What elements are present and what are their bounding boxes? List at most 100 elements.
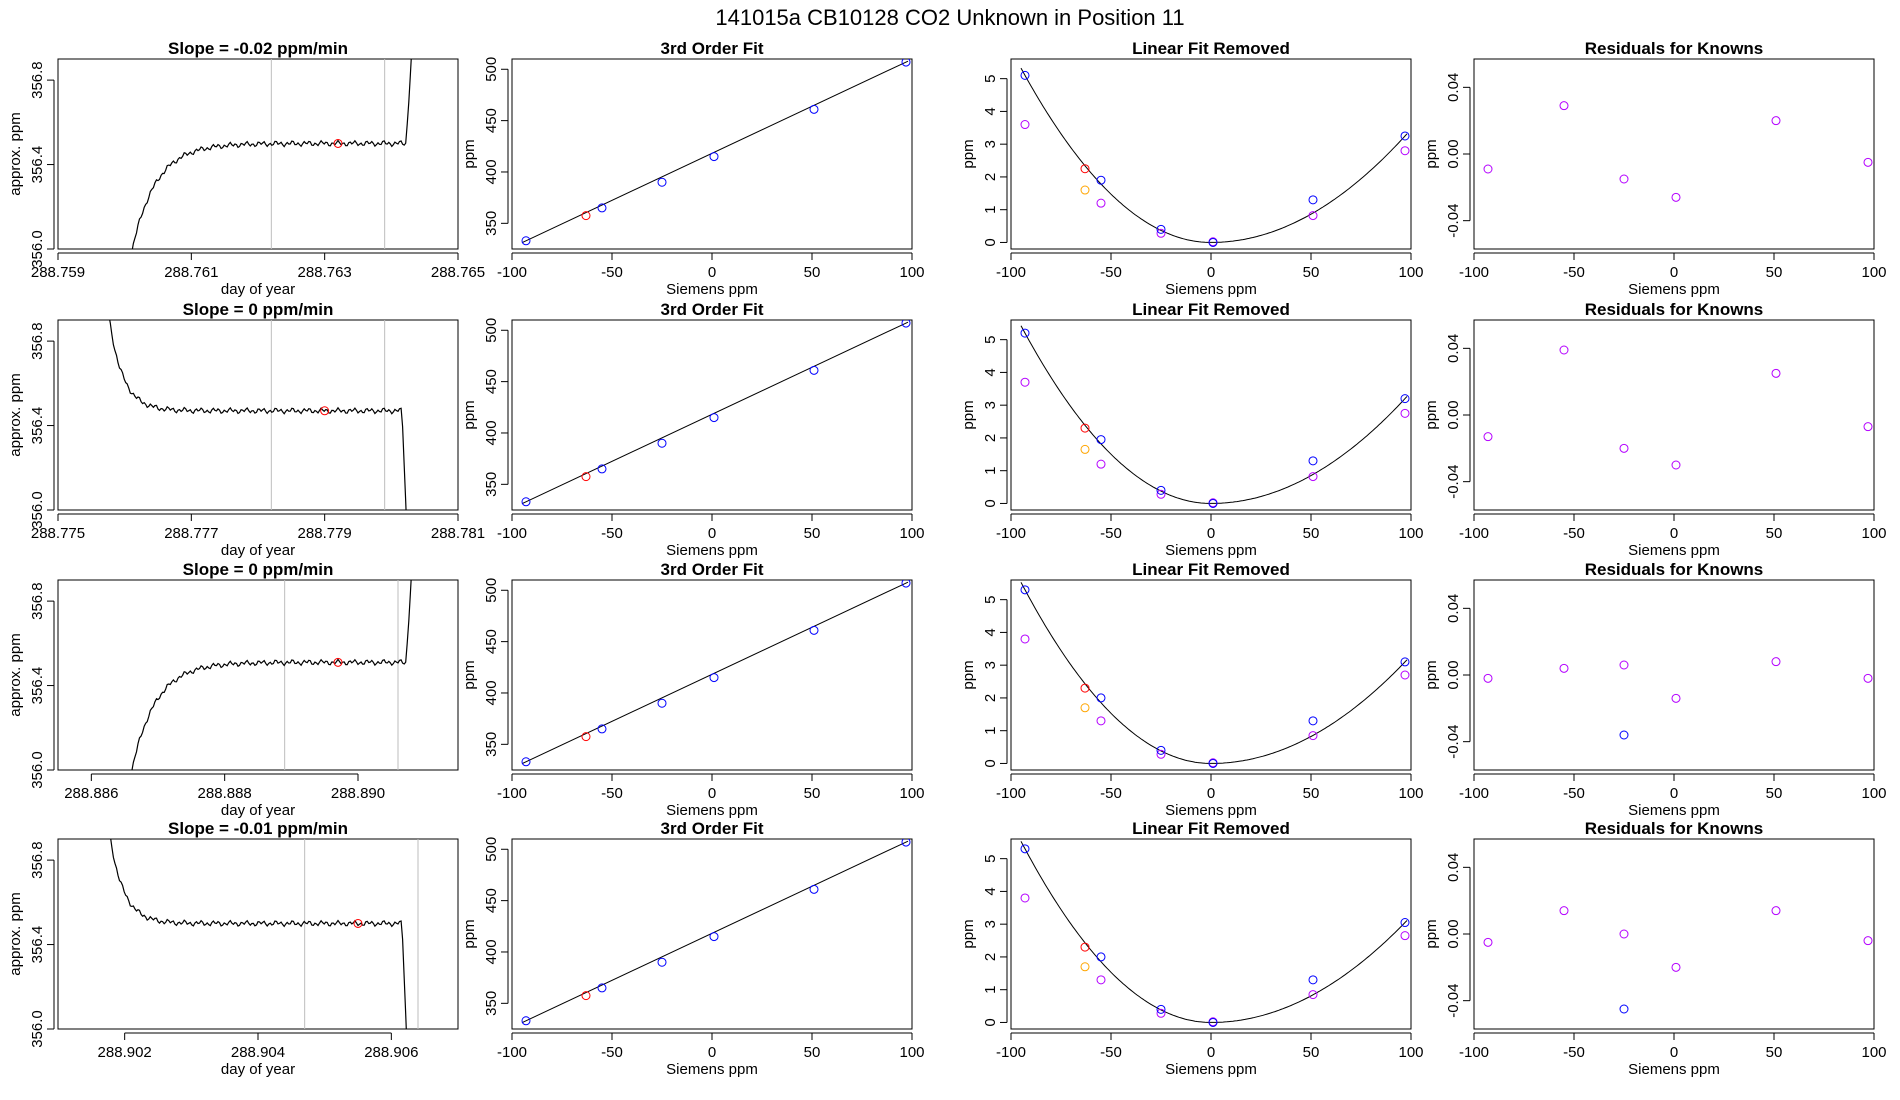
- fit-curve: [1020, 582, 1408, 764]
- alt-point: [1671, 192, 1681, 202]
- known-point: [1020, 70, 1030, 80]
- x-tick-label: 100: [1861, 264, 1886, 281]
- alt-point: [1671, 693, 1681, 703]
- known-point: [809, 365, 819, 375]
- y-tick-label: 5: [982, 595, 999, 603]
- panel-1-4: Residuals for Knowns -100 -50 0 50 100 Siemens…: [1423, 39, 1887, 298]
- known-point: [521, 757, 531, 767]
- panel-4-2: 3rd Order Fit -100 -50 0 50 100 Siemens ppm 350…: [461, 819, 925, 1078]
- alt-point: [1096, 459, 1106, 469]
- x-axis: -100 -50 0 50 100: [996, 252, 1424, 281]
- fit-curve: [1020, 325, 1408, 504]
- plot-area: [1020, 582, 1410, 768]
- x-axis: -100 -50 0 50 100: [1459, 773, 1887, 802]
- y-axis: -0.04 0.00 0.04: [1445, 594, 1471, 759]
- alt-point: [1771, 657, 1781, 667]
- y-tick-label: 0: [982, 1018, 999, 1026]
- x-tick-label: 50: [804, 785, 821, 802]
- panel-title: Slope = -0.02 ppm/min: [168, 39, 348, 58]
- alt-point: [1156, 749, 1166, 759]
- unknown-point: [1080, 942, 1090, 952]
- x-tick-label: 288.886: [64, 785, 118, 802]
- plot-area: [1483, 101, 1873, 202]
- y-tick-label: -0.04: [1445, 725, 1462, 759]
- plot-frame: [1010, 319, 1412, 511]
- panel-3-4: Residuals for Knowns -100 -50 0 50 100 Siemens…: [1423, 560, 1887, 819]
- known-point: [1308, 975, 1318, 985]
- x-tick-label: -50: [1563, 785, 1585, 802]
- y-axis-label: ppm: [461, 400, 478, 429]
- known-point: [1400, 657, 1410, 667]
- unknown-marker: [333, 138, 343, 148]
- known-point: [901, 839, 911, 847]
- y-tick-label: 500: [483, 837, 500, 862]
- y-tick-label: 500: [483, 578, 500, 603]
- alt-point: [1559, 663, 1569, 673]
- panel-title: Slope = 0 ppm/min: [183, 560, 334, 579]
- x-tick-label: -100: [1459, 264, 1489, 281]
- x-tick-label: 288.759: [31, 264, 85, 281]
- y-tick-label: 2: [982, 434, 999, 442]
- panel-title: 3rd Order Fit: [661, 39, 764, 58]
- x-tick-label: 50: [1303, 785, 1320, 802]
- y-axis: 356.0 356.4 356.8: [29, 841, 55, 1048]
- x-tick-label: -50: [1563, 525, 1585, 542]
- y-axis: -0.04 0.00 0.04: [1445, 334, 1471, 499]
- y-axis-label: ppm: [461, 139, 478, 168]
- alt-point: [1771, 116, 1781, 126]
- y-tick-label: 400: [483, 420, 500, 445]
- y-tick-label: 1: [982, 467, 999, 475]
- x-tick-label: -50: [601, 264, 623, 281]
- orange-point: [1080, 444, 1090, 454]
- plot-frame: [1473, 838, 1875, 1030]
- known-point: [709, 932, 719, 942]
- known-point: [1156, 745, 1166, 755]
- orange-point: [1080, 185, 1090, 195]
- x-tick-label: -50: [1100, 264, 1122, 281]
- y-tick-label: 1: [982, 727, 999, 735]
- panel-title: 3rd Order Fit: [661, 560, 764, 579]
- y-tick-label: 0.04: [1445, 594, 1462, 623]
- y-tick-label: 350: [483, 991, 500, 1016]
- y-tick-label: 500: [483, 57, 500, 82]
- x-tick-label: 50: [1766, 264, 1783, 281]
- x-tick-label: 100: [1398, 264, 1423, 281]
- x-axis: -100 -50 0 50 100: [996, 513, 1424, 542]
- known-point: [1208, 498, 1218, 508]
- x-axis-label: day of year: [221, 802, 295, 819]
- plot-frame: [1010, 579, 1412, 771]
- y-tick-label: 356.0: [29, 751, 46, 789]
- x-tick-label: -50: [601, 1044, 623, 1061]
- known-point: [1400, 394, 1410, 404]
- x-tick-label: 100: [1398, 525, 1423, 542]
- known-point: [1156, 224, 1166, 234]
- unknown-marker: [320, 406, 330, 416]
- known-point: [1096, 435, 1106, 445]
- y-tick-label: 0: [982, 238, 999, 246]
- x-axis-label: day of year: [221, 1061, 295, 1078]
- plot-frame: [1473, 579, 1875, 771]
- y-tick-label: 450: [483, 629, 500, 654]
- y-tick-label: 356.4: [29, 926, 46, 964]
- known-point: [1400, 131, 1410, 141]
- panel-2-2: 3rd Order Fit -100 -50 0 50 100 Siemens ppm 350…: [461, 300, 925, 559]
- known-point: [1208, 1017, 1218, 1027]
- y-tick-label: 400: [483, 159, 500, 184]
- y-tick-label: 0.04: [1445, 334, 1462, 363]
- known-point: [597, 203, 607, 213]
- alt-point: [1308, 731, 1318, 741]
- alt-point: [1863, 157, 1873, 167]
- y-axis: 350 400 450 500: [483, 57, 509, 236]
- panel-1-2: 3rd Order Fit -100 -50 0 50 100 Siemens ppm 350…: [461, 39, 925, 298]
- y-tick-label: 1: [982, 986, 999, 994]
- x-tick-label: 50: [804, 264, 821, 281]
- unknown-point: [1080, 423, 1090, 433]
- known-point: [597, 724, 607, 734]
